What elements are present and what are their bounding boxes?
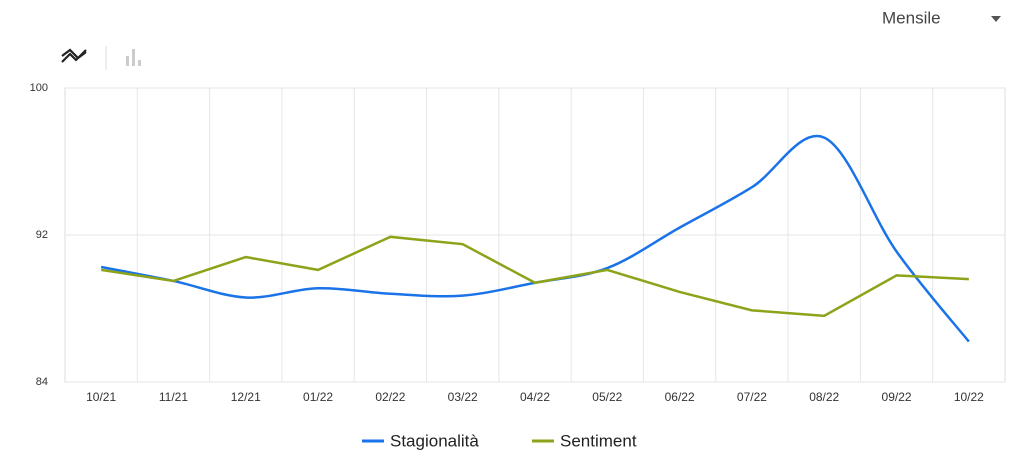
x-tick-label: 11/21 <box>159 390 188 404</box>
x-tick-label: 08/22 <box>809 390 839 404</box>
x-tick-label: 05/22 <box>592 390 622 404</box>
y-tick-label: 100 <box>30 82 48 94</box>
x-tick-label: 09/22 <box>882 390 912 404</box>
series-line <box>100 235 969 318</box>
legend: Sentiment <box>560 431 637 450</box>
y-tick-label: 92 <box>36 229 48 241</box>
dropdown-arrow[interactable] <box>991 16 1001 22</box>
x-tick-label: 06/22 <box>665 390 695 404</box>
x-tick-label: 07/22 <box>737 390 767 404</box>
period-select[interactable]: Mensile <box>882 8 941 27</box>
x-tick-label: 10/21 <box>86 390 116 404</box>
x-tick-label: 04/22 <box>520 390 550 404</box>
x-tick-label: 01/22 <box>303 390 333 404</box>
x-tick-label: 02/22 <box>375 390 405 404</box>
line-chart-icon[interactable] <box>61 48 87 63</box>
x-tick-label: 10/22 <box>954 390 984 404</box>
x-tick-label: 03/22 <box>448 390 478 404</box>
series-line <box>100 134 970 343</box>
bar-chart-icon[interactable] <box>126 49 141 66</box>
y-tick-label: 84 <box>36 376 48 388</box>
x-tick-label: 12/21 <box>231 390 261 404</box>
legend: Stagionalità <box>390 431 479 450</box>
